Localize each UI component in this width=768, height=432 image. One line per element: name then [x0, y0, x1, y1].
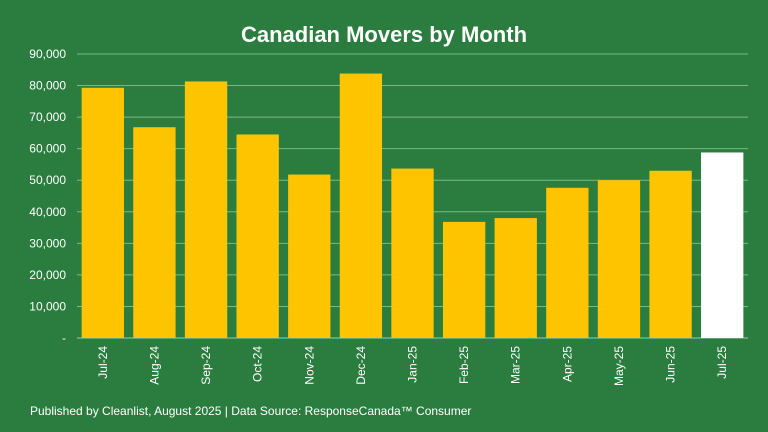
x-tick-label: Jan-25 — [406, 346, 420, 383]
x-tick-label: May-25 — [612, 346, 626, 386]
x-tick-label: Oct-24 — [251, 346, 265, 382]
x-tick-label: Jul-25 — [715, 346, 729, 379]
y-tick-label: 80,000 — [29, 79, 66, 93]
bar-apr-25 — [546, 187, 589, 338]
y-tick-label: 40,000 — [29, 205, 66, 219]
bar-nov-24 — [288, 174, 331, 338]
x-tick-label: Feb-25 — [457, 346, 471, 384]
y-tick-label: - — [62, 331, 66, 345]
x-tick-label: Mar-25 — [509, 346, 523, 384]
y-tick-label: 10,000 — [29, 299, 66, 313]
y-tick-label: 20,000 — [29, 268, 66, 282]
footer-note: Published by Cleanlist, August 2025 | Da… — [30, 404, 472, 418]
y-tick-label: 70,000 — [29, 110, 66, 124]
bar-aug-24 — [133, 127, 176, 338]
bar-may-25 — [597, 180, 641, 338]
bar-jun-25 — [649, 170, 692, 338]
y-axis-tick-labels: - 10,000 20,000 30,000 40,000 50,000 60,000 70,… — [29, 47, 66, 345]
bar-mar-25 — [494, 218, 537, 338]
bar-dec-24 — [339, 73, 383, 338]
bar-oct-24 — [236, 134, 279, 338]
bar-sep-24 — [184, 81, 228, 338]
x-axis-tick-labels: Jul-24 Aug-24 Sep-24 Oct-24 Nov-24 Dec-24 Jan-… — [96, 346, 729, 386]
y-tick-label: 60,000 — [29, 142, 66, 156]
chart-title: Canadian Movers by Month — [240, 22, 528, 47]
bar-jan-25 — [391, 168, 434, 338]
bars — [81, 73, 744, 339]
x-tick-label: Nov-24 — [302, 346, 316, 385]
bar-feb-25 — [442, 221, 486, 338]
x-tick-label: Jul-24 — [96, 346, 110, 379]
bar-jul-24 — [81, 87, 124, 339]
y-tick-label: 50,000 — [29, 173, 66, 187]
x-tick-label: Sep-24 — [199, 346, 213, 385]
x-tick-label: Aug-24 — [147, 346, 161, 385]
x-tick-label: Jun-25 — [664, 346, 678, 383]
y-tick-label: 90,000 — [29, 47, 66, 61]
bar-jul-25 — [701, 152, 744, 338]
x-tick-label: Apr-25 — [560, 346, 574, 382]
x-tick-label: Dec-24 — [354, 346, 368, 385]
y-tick-label: 30,000 — [29, 236, 66, 250]
